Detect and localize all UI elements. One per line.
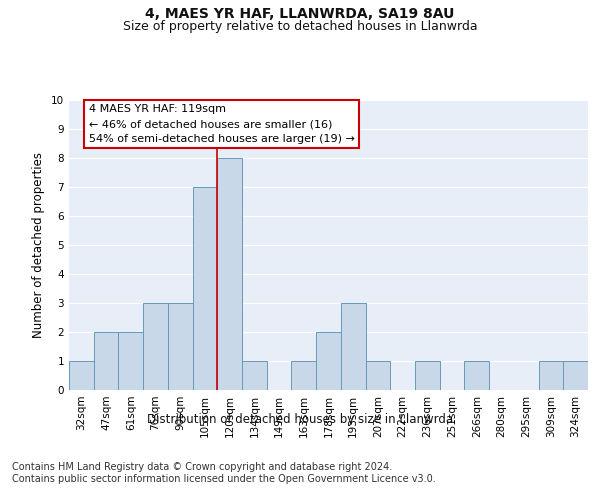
- Text: Contains HM Land Registry data © Crown copyright and database right 2024.
Contai: Contains HM Land Registry data © Crown c…: [12, 462, 436, 484]
- Bar: [415, 361, 440, 390]
- Bar: [316, 332, 341, 390]
- Bar: [193, 187, 217, 390]
- Bar: [341, 303, 365, 390]
- Bar: [242, 361, 267, 390]
- Bar: [94, 332, 118, 390]
- Bar: [292, 361, 316, 390]
- Text: Distribution of detached houses by size in Llanwrda: Distribution of detached houses by size …: [147, 412, 453, 426]
- Text: Size of property relative to detached houses in Llanwrda: Size of property relative to detached ho…: [122, 20, 478, 33]
- Bar: [217, 158, 242, 390]
- Bar: [143, 303, 168, 390]
- Bar: [365, 361, 390, 390]
- Bar: [539, 361, 563, 390]
- Text: 4, MAES YR HAF, LLANWRDA, SA19 8AU: 4, MAES YR HAF, LLANWRDA, SA19 8AU: [145, 8, 455, 22]
- Bar: [464, 361, 489, 390]
- Bar: [69, 361, 94, 390]
- Bar: [118, 332, 143, 390]
- Bar: [563, 361, 588, 390]
- Bar: [168, 303, 193, 390]
- Y-axis label: Number of detached properties: Number of detached properties: [32, 152, 46, 338]
- Text: 4 MAES YR HAF: 119sqm
← 46% of detached houses are smaller (16)
54% of semi-deta: 4 MAES YR HAF: 119sqm ← 46% of detached …: [89, 104, 355, 144]
